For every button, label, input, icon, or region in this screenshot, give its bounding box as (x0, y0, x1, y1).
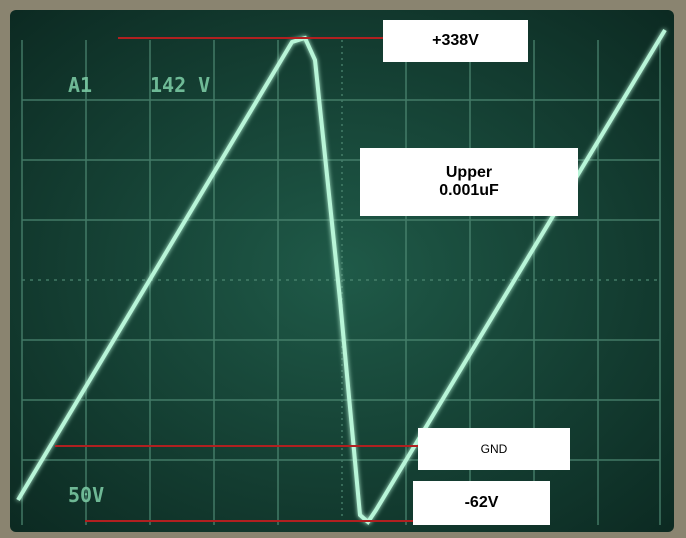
capacitor-box: Upper 0.001uF (360, 148, 578, 216)
page: A1 142 V 50V +338V Upper 0.001uF GND -62… (0, 0, 686, 538)
channel-label: A1 (68, 73, 92, 97)
photo: A1 142 V 50V +338V Upper 0.001uF GND -62… (0, 0, 686, 538)
trough-label: -62V (465, 494, 499, 512)
ground-box: GND (418, 428, 570, 470)
peak-label: +338V (432, 32, 479, 50)
ground-label: GND (481, 442, 508, 456)
scope-screen: A1 142 V 50V (0, 0, 686, 538)
capacitor-line: Upper (446, 164, 492, 182)
capacitor-line: 0.001uF (439, 182, 499, 200)
peak-box: +338V (383, 20, 528, 62)
reading-label: 142 V (150, 73, 210, 97)
trough-box: -62V (413, 481, 550, 525)
scale-label: 50V (68, 483, 104, 507)
